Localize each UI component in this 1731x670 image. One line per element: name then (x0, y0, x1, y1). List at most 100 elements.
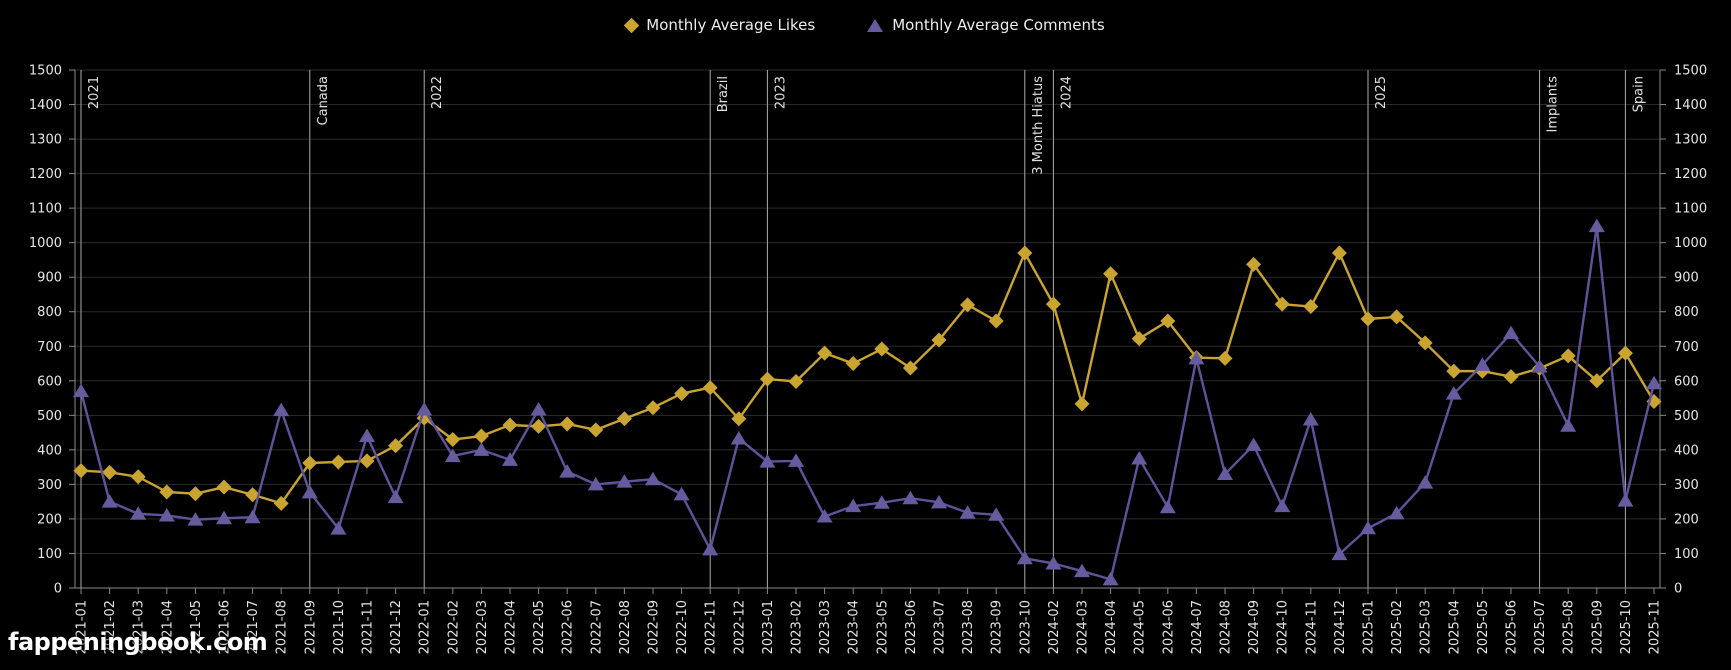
svg-text:2022: 2022 (430, 76, 445, 109)
svg-text:2023-10: 2023-10 (1018, 600, 1033, 654)
svg-text:2024: 2024 (1059, 76, 1074, 109)
svg-text:2024-03: 2024-03 (1076, 600, 1091, 654)
svg-text:2023-02: 2023-02 (790, 600, 805, 654)
y-axis-left-labels: 0 100 200 300 400 500 600 700 800 900 1000 1100 1200… (29, 64, 62, 597)
svg-text:300: 300 (37, 478, 62, 493)
svg-text:2024-11: 2024-11 (1304, 600, 1319, 654)
svg-text:2024-02: 2024-02 (1047, 600, 1062, 654)
svg-text:2022-11: 2022-11 (704, 600, 719, 654)
svg-text:500: 500 (1674, 409, 1699, 424)
svg-text:2021: 2021 (87, 76, 102, 109)
svg-text:2024-10: 2024-10 (1276, 600, 1291, 654)
series-comments (73, 218, 1662, 586)
y-axis-right-labels: 0 100 200 300 400 500 600 700 800 900 1000 1100 1200… (1674, 64, 1707, 597)
svg-text:2023-07: 2023-07 (933, 600, 948, 654)
svg-text:2021-01: 2021-01 (75, 600, 90, 654)
svg-text:1500: 1500 (29, 64, 62, 79)
gridlines (75, 69, 1660, 589)
svg-text:1400: 1400 (1674, 98, 1707, 113)
svg-text:1000: 1000 (29, 236, 62, 251)
svg-text:2021-09: 2021-09 (303, 600, 318, 654)
svg-text:1500: 1500 (1674, 64, 1707, 79)
svg-text:1100: 1100 (1674, 202, 1707, 217)
svg-text:900: 900 (37, 271, 62, 286)
legend-comments-label: Monthly Average Comments (892, 16, 1105, 34)
svg-text:2025-02: 2025-02 (1390, 600, 1405, 654)
svg-text:400: 400 (1674, 443, 1699, 458)
annotation-labels: 2021 Canada 2022 Brazil 2023 3 Month Hiatus 20… (87, 76, 1646, 175)
annotation-lines (80, 70, 1626, 588)
svg-text:400: 400 (37, 443, 62, 458)
svg-text:200: 200 (37, 512, 62, 527)
svg-text:600: 600 (1674, 374, 1699, 389)
svg-text:2025-01: 2025-01 (1362, 600, 1377, 654)
svg-text:2023-01: 2023-01 (761, 600, 776, 654)
svg-text:2021-12: 2021-12 (389, 600, 404, 654)
legend-item-likes[interactable]: Monthly Average Likes (624, 16, 815, 34)
svg-text:2021-05: 2021-05 (189, 600, 204, 654)
svg-text:1200: 1200 (29, 167, 62, 182)
svg-text:1100: 1100 (29, 202, 62, 217)
svg-text:2023-03: 2023-03 (818, 600, 833, 654)
svg-text:2022-12: 2022-12 (732, 600, 747, 654)
svg-text:700: 700 (37, 340, 62, 355)
svg-text:2024-07: 2024-07 (1190, 600, 1205, 654)
svg-text:2022-03: 2022-03 (475, 600, 490, 654)
svg-text:3 Month Hiatus: 3 Month Hiatus (1031, 76, 1046, 175)
svg-text:2024-08: 2024-08 (1219, 600, 1234, 654)
svg-text:2023-09: 2023-09 (990, 600, 1005, 654)
svg-text:2024-12: 2024-12 (1333, 600, 1348, 654)
svg-text:200: 200 (1674, 512, 1699, 527)
svg-text:1000: 1000 (1674, 236, 1707, 251)
svg-text:2024-05: 2024-05 (1133, 600, 1148, 654)
svg-text:2022-08: 2022-08 (618, 600, 633, 654)
svg-text:1300: 1300 (1674, 133, 1707, 148)
likes-diamond-icon (624, 17, 640, 33)
axes (69, 69, 1666, 594)
svg-text:2021-11: 2021-11 (361, 600, 376, 654)
svg-text:2023-08: 2023-08 (961, 600, 976, 654)
svg-text:2024-09: 2024-09 (1247, 600, 1262, 654)
svg-text:2022-10: 2022-10 (675, 600, 690, 654)
svg-text:1200: 1200 (1674, 167, 1707, 182)
svg-text:1400: 1400 (29, 98, 62, 113)
svg-text:2021-04: 2021-04 (160, 600, 175, 654)
svg-text:2024-04: 2024-04 (1104, 600, 1119, 654)
svg-text:2025-05: 2025-05 (1476, 600, 1491, 654)
watermark: fappeningbook.com (8, 628, 268, 656)
svg-text:2025-06: 2025-06 (1505, 600, 1520, 654)
comments-triangle-icon (867, 18, 884, 32)
svg-text:2021-07: 2021-07 (246, 600, 261, 654)
svg-text:2025-10: 2025-10 (1619, 600, 1634, 654)
svg-text:1300: 1300 (29, 133, 62, 148)
svg-text:0: 0 (1674, 582, 1682, 597)
svg-text:2023-04: 2023-04 (847, 600, 862, 654)
svg-text:Spain: Spain (1631, 76, 1646, 112)
svg-text:2022-02: 2022-02 (446, 600, 461, 654)
svg-text:2022-01: 2022-01 (418, 600, 433, 654)
legend-item-comments[interactable]: Monthly Average Comments (867, 16, 1105, 34)
svg-text:2023-06: 2023-06 (904, 600, 919, 654)
svg-text:900: 900 (1674, 271, 1699, 286)
x-axis-labels: 2021-01 2021-02 2021-03 2021-04 2021-05 2021-… (75, 600, 1663, 654)
svg-text:2022-09: 2022-09 (647, 600, 662, 654)
svg-text:2025-07: 2025-07 (1533, 600, 1548, 654)
svg-text:2021-06: 2021-06 (218, 600, 233, 654)
svg-text:2021-10: 2021-10 (332, 600, 347, 654)
svg-text:100: 100 (37, 547, 62, 562)
svg-text:2023: 2023 (773, 76, 788, 109)
svg-text:2025-04: 2025-04 (1447, 600, 1462, 654)
svg-text:2025-08: 2025-08 (1562, 600, 1577, 654)
svg-text:2021-08: 2021-08 (275, 600, 290, 654)
series-likes (73, 245, 1662, 511)
svg-text:2024-06: 2024-06 (1161, 600, 1176, 654)
svg-text:300: 300 (1674, 478, 1699, 493)
svg-text:700: 700 (1674, 340, 1699, 355)
svg-text:800: 800 (1674, 305, 1699, 320)
svg-text:2021-03: 2021-03 (132, 600, 147, 654)
svg-text:600: 600 (37, 374, 62, 389)
svg-text:2021-02: 2021-02 (103, 600, 118, 654)
svg-text:2023-05: 2023-05 (875, 600, 890, 654)
